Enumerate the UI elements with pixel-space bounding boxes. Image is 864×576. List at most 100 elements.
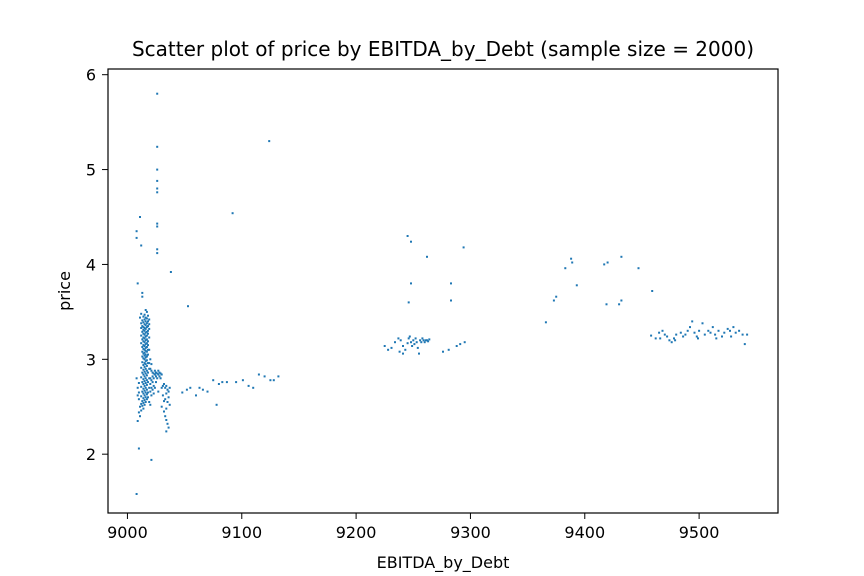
data-point: [140, 376, 143, 379]
data-point: [201, 388, 204, 391]
data-point: [603, 263, 606, 266]
data-point: [159, 377, 162, 380]
data-point: [156, 377, 159, 380]
data-point: [137, 398, 140, 401]
data-point: [140, 312, 143, 315]
data-point: [145, 346, 148, 348]
data-point: [144, 382, 147, 384]
data-point: [140, 327, 143, 329]
y-tick-label: 6: [86, 66, 96, 85]
data-point: [145, 330, 148, 333]
data-point: [143, 351, 146, 354]
data-point: [394, 341, 396, 344]
data-point: [150, 386, 153, 389]
data-point: [150, 458, 153, 461]
data-point: [189, 386, 192, 389]
data-point: [257, 373, 260, 376]
data-point: [148, 367, 151, 370]
data-point: [152, 392, 155, 395]
data-point: [659, 337, 662, 340]
data-point: [606, 261, 609, 264]
data-point: [136, 394, 139, 397]
data-point: [145, 326, 148, 329]
data-point: [148, 318, 151, 321]
data-point: [217, 383, 220, 385]
data-point: [148, 336, 151, 339]
x-tick-label: 9100: [221, 523, 262, 542]
data-point: [157, 390, 160, 393]
data-point: [231, 212, 234, 215]
data-point: [142, 368, 145, 371]
data-point: [450, 282, 452, 285]
data-point: [145, 369, 148, 372]
data-point: [711, 326, 714, 329]
data-point: [268, 140, 271, 143]
data-point: [144, 356, 147, 359]
x-tick-label: 9300: [450, 523, 491, 542]
data-point: [142, 344, 145, 347]
data-point: [160, 386, 163, 389]
data-point: [141, 346, 144, 348]
data-point: [670, 341, 673, 344]
data-point: [673, 337, 675, 340]
data-point: [143, 337, 146, 340]
data-point: [269, 379, 272, 382]
data-point: [144, 327, 147, 330]
data-point: [402, 352, 404, 355]
data-point: [145, 383, 148, 386]
data-point: [144, 363, 147, 366]
data-point: [455, 345, 458, 347]
data-point: [142, 352, 145, 355]
data-point: [137, 411, 140, 414]
data-point: [141, 361, 144, 364]
data-point: [144, 353, 147, 356]
data-point: [140, 402, 143, 405]
data-point: [668, 339, 671, 342]
data-point: [651, 290, 654, 292]
data-point: [734, 331, 737, 334]
data-point: [422, 339, 425, 342]
data-point: [235, 381, 238, 384]
data-point: [147, 353, 149, 356]
data-point: [414, 337, 417, 340]
data-point: [143, 399, 146, 402]
data-point: [390, 346, 393, 349]
data-point: [698, 329, 701, 332]
y-tick-label: 2: [86, 445, 96, 464]
data-point: [143, 380, 146, 383]
data-point: [145, 342, 148, 345]
data-point: [408, 335, 411, 338]
data-point: [675, 333, 678, 336]
data-point: [142, 332, 145, 335]
x-tick-label: 9000: [107, 523, 148, 542]
data-point: [424, 339, 427, 342]
data-point: [144, 324, 147, 327]
data-point: [144, 367, 147, 370]
data-point: [145, 350, 148, 353]
data-point: [159, 372, 162, 375]
data-point: [151, 388, 154, 391]
data-point: [181, 391, 184, 394]
data-point: [144, 339, 147, 342]
data-point: [423, 341, 426, 344]
data-point: [136, 282, 139, 285]
data-point: [155, 371, 157, 374]
data-point: [139, 405, 141, 408]
data-point: [143, 370, 146, 373]
data-point: [164, 398, 167, 401]
plot-frame: [107, 68, 779, 514]
data-point: [163, 400, 165, 403]
data-point: [163, 383, 165, 385]
data-point: [141, 291, 144, 294]
data-point: [726, 327, 729, 330]
data-point: [166, 401, 169, 403]
data-point: [144, 335, 147, 338]
data-point: [140, 342, 143, 345]
data-point: [277, 375, 280, 378]
data-point: [147, 371, 149, 374]
data-point: [407, 301, 410, 304]
data-point: [650, 334, 653, 337]
data-point: [241, 379, 244, 382]
data-point: [654, 337, 657, 340]
